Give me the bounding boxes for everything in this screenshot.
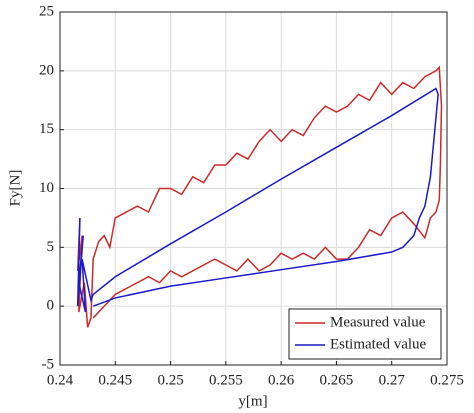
y-tick-label: 25 <box>39 3 54 19</box>
legend-label: Estimated value <box>330 336 427 352</box>
y-tick-label: 15 <box>39 121 54 137</box>
legend: Measured value Estimated value <box>288 308 442 360</box>
x-tick-label: 0.245 <box>98 372 132 388</box>
x-tick-label: 0.255 <box>209 372 243 388</box>
legend-label: Measured value <box>330 314 426 330</box>
y-tick-label: 10 <box>39 180 54 196</box>
lines <box>76 65 443 328</box>
y-tick-label: -5 <box>42 356 55 372</box>
legend-box <box>288 308 442 360</box>
y-axis-label: Fy[N] <box>7 170 23 207</box>
x-tick-label: 0.275 <box>430 372 464 388</box>
y-tick-label: 20 <box>39 62 54 78</box>
x-axis-label: y[m] <box>238 393 267 409</box>
x-tick-label: 0.265 <box>320 372 354 388</box>
plot-frame <box>59 11 448 366</box>
x-tick-label: 0.24 <box>47 372 74 388</box>
y-tick-label: 5 <box>47 239 55 255</box>
x-tick-label: 0.25 <box>157 372 183 388</box>
x-tick-label: 0.27 <box>379 372 406 388</box>
data-line <box>76 87 439 313</box>
data-line <box>76 65 443 328</box>
y-tick-label: 0 <box>47 298 55 314</box>
x-tick-label: 0.26 <box>268 372 295 388</box>
